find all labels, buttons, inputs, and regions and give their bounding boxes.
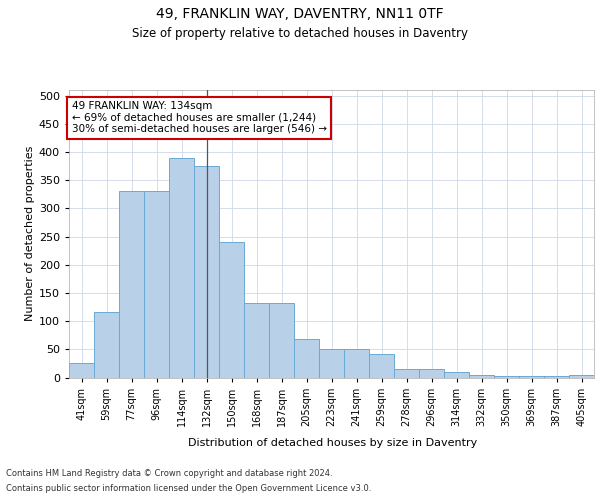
Text: Distribution of detached houses by size in Daventry: Distribution of detached houses by size … — [188, 438, 478, 448]
Text: Contains HM Land Registry data © Crown copyright and database right 2024.: Contains HM Land Registry data © Crown c… — [6, 469, 332, 478]
Bar — [344, 350, 369, 378]
Bar — [394, 369, 419, 378]
Bar — [269, 302, 294, 378]
Bar — [69, 364, 94, 378]
Bar — [419, 369, 444, 378]
Bar — [294, 339, 319, 378]
Bar — [569, 374, 594, 378]
Bar — [469, 374, 494, 378]
Bar — [519, 376, 544, 378]
Text: 49, FRANKLIN WAY, DAVENTRY, NN11 0TF: 49, FRANKLIN WAY, DAVENTRY, NN11 0TF — [156, 8, 444, 22]
Text: 49 FRANKLIN WAY: 134sqm
← 69% of detached houses are smaller (1,244)
30% of semi: 49 FRANKLIN WAY: 134sqm ← 69% of detache… — [71, 102, 326, 134]
Y-axis label: Number of detached properties: Number of detached properties — [25, 146, 35, 322]
Bar — [119, 192, 144, 378]
Bar — [144, 192, 169, 378]
Bar — [494, 376, 519, 378]
Bar — [319, 350, 344, 378]
Text: Contains public sector information licensed under the Open Government Licence v3: Contains public sector information licen… — [6, 484, 371, 493]
Bar — [244, 302, 269, 378]
Bar — [94, 312, 119, 378]
Bar — [219, 242, 244, 378]
Bar — [194, 166, 219, 378]
Bar — [169, 158, 194, 378]
Bar — [544, 376, 569, 378]
Text: Size of property relative to detached houses in Daventry: Size of property relative to detached ho… — [132, 28, 468, 40]
Bar — [444, 372, 469, 378]
Bar — [369, 354, 394, 378]
